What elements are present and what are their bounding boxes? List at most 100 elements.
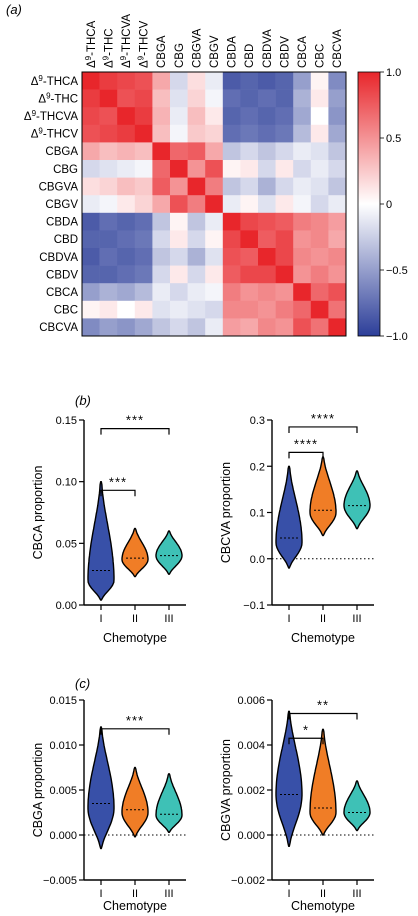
heatmap-cell [293,212,312,231]
heatmap-cell [222,160,241,178]
y-tick-label: 0.3 [250,415,265,427]
heatmap-cell [275,230,294,249]
x-tick-label: II [132,888,138,900]
heatmap-cell [222,265,241,284]
heatmap-cell [205,283,224,302]
heatmap-row-label: Δ9-THC [38,91,78,105]
heatmap-cell [258,318,276,337]
heatmap-cell [152,265,171,284]
heatmap-cell [152,89,171,108]
heatmap-row-label: CBCVA [39,322,78,334]
heatmap-cell [187,107,206,126]
panel-label-a: (a) [6,2,22,17]
heatmap-cell [187,195,206,214]
heatmap-cell [82,300,100,319]
heatmap-cell [275,318,294,337]
y-tick-label: −0.005 [43,875,77,887]
colorbar-tick-label: −0.5 [386,265,408,277]
y-tick-label: 0.2 [250,461,265,473]
heatmap-frame [81,71,347,337]
heatmap-cell [205,160,224,178]
heatmap-cell [170,195,188,214]
heatmap-row-label: CBCA [46,287,78,299]
heatmap-cell [170,248,188,266]
heatmap-row-label: CBGVA [39,181,79,193]
heatmap-cell [293,107,312,126]
colorbar-tick-label: −1.0 [386,331,408,343]
heatmap-cell [328,107,347,126]
heatmap-cell [117,212,136,231]
heatmap-cell [99,265,118,284]
heatmap-cell [117,160,136,178]
heatmap-cell [134,195,153,214]
colorbar-tick-label: 0.5 [386,133,401,145]
heatmap-cell [293,177,312,196]
heatmap-cell [222,107,241,126]
heatmap-cell [82,212,100,231]
y-tick-label: 0.000 [49,830,77,842]
heatmap-cell [99,72,118,90]
heatmap-cell [293,300,312,319]
heatmap-cell [187,230,206,249]
y-tick-label: 0.000 [237,830,265,842]
heatmap-cell [275,160,294,178]
heatmap-cell [240,300,259,319]
heatmap-col-label: CBG [174,43,186,68]
heatmap-cell [240,230,259,249]
heatmap-col-label: CBCA [297,36,309,68]
heatmap-row-label: Δ9-THCVA [24,109,78,123]
heatmap-cell [328,212,347,231]
x-tick-label: I [287,888,290,900]
heatmap-cell [152,195,171,214]
heatmap-cell [170,89,188,108]
colorbar-tick-label: 0 [386,199,392,211]
heatmap-cell [222,230,241,249]
heatmap-col-label: Δ9-THC [101,28,115,68]
x-axis-title: Chemotype [291,631,355,645]
significance-label: **** [294,436,318,451]
heatmap-cell [310,248,329,266]
heatmap-cell [99,160,118,178]
violin-chart-cbcva: −0.10.00.10.20.3I II III********ChemotypeC… [219,411,374,645]
heatmap-cell [310,300,329,319]
heatmap-cell [205,72,224,90]
heatmap-cell [82,265,100,284]
heatmap-cell [240,107,259,126]
heatmap-cell [205,318,224,337]
significance-bracket [288,451,324,459]
heatmap-cell [205,212,224,231]
heatmap-cell [99,124,118,143]
heatmap-cell [240,142,259,161]
heatmap-cell [328,230,347,249]
heatmap-cell [328,318,347,337]
heatmap-cell [82,230,100,249]
heatmap-cell [310,160,329,178]
heatmap-cell [170,230,188,249]
heatmap-cell [134,142,153,161]
heatmap-cell [117,89,136,108]
heatmap-cell [99,283,118,302]
heatmap-cell [293,283,312,302]
heatmap-cell [222,142,241,161]
heatmap-cell [82,142,100,161]
heatmap-cell [205,107,224,126]
heatmap-cell [117,248,136,266]
heatmap-cell [240,195,259,214]
heatmap-cell [293,124,312,143]
heatmap-row-label: CBDVA [39,252,78,264]
heatmap-row-label: Δ9-THCA [31,74,79,88]
panel-label-b: (b) [75,393,91,408]
heatmap-cell [310,318,329,337]
heatmap-cell [275,124,294,143]
heatmap-cell [152,318,171,337]
heatmap-cell [117,195,136,214]
heatmap-col-label: CBCVA [332,29,344,68]
heatmap-cell [134,160,153,178]
heatmap-cell [310,195,329,214]
heatmap-cell [258,283,276,302]
heatmap-cell [275,300,294,319]
significance-label: * [303,722,309,737]
heatmap-col-label: CBC [315,44,327,68]
heatmap-cell [170,265,188,284]
heatmap-cell [310,212,329,231]
